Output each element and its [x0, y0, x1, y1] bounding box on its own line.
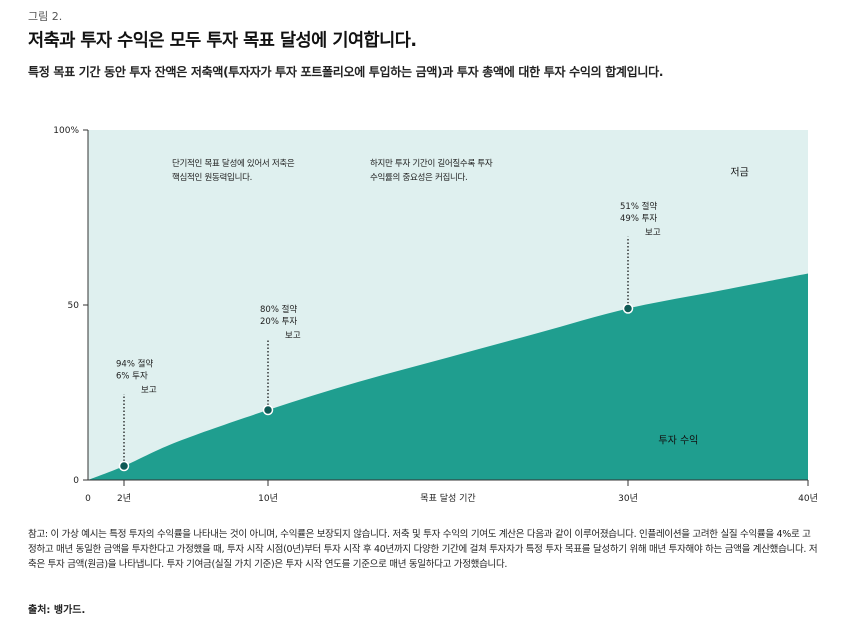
x-origin-label: 0: [85, 494, 91, 504]
data-label-savings: 51% 절약: [620, 201, 657, 212]
data-label-extra: 보고: [285, 331, 301, 341]
data-point: [262, 404, 274, 416]
data-label-returns: 6% 투자: [116, 371, 148, 381]
x-tick-label: 10년: [258, 493, 278, 504]
data-point: [622, 303, 634, 314]
data-label-returns: 20% 투자: [260, 317, 297, 327]
page-subtitle: 특정 목표 기간 동안 투자 잔액은 저축액(투자자가 투자 포트폴리오에 투입…: [28, 65, 664, 79]
y-tick-label: 0: [73, 476, 79, 486]
series-label-returns: 투자 수익: [658, 434, 698, 446]
data-label-extra: 보고: [141, 385, 157, 395]
source-note: 출처: 뱅가드.: [28, 605, 86, 616]
figure-label: 그림 2.: [28, 10, 63, 23]
x-tick-label: 2년: [117, 493, 131, 504]
x-tick-label: 30년: [618, 493, 638, 504]
x-tick-label: 40년: [798, 493, 818, 504]
x-axis-label: 목표 달성 기간: [420, 492, 475, 504]
data-label-returns: 49% 투자: [620, 214, 657, 224]
series-label-savings: 저금: [730, 167, 748, 179]
data-point: [118, 460, 130, 472]
page-title: 저축과 투자 수익은 모두 투자 목표 달성에 기여합니다.: [28, 31, 417, 51]
returns-area: [88, 273, 808, 480]
data-label-savings: 80% 절약: [260, 304, 297, 315]
annotation-right: 하지만 투자 기간이 길어질수록 투자 수익률의 중요성은 커집니다.: [370, 159, 493, 183]
data-label-extra: 보고: [645, 228, 661, 238]
y-tick-label: 50: [68, 301, 80, 311]
annotation-left: 단기적인 목표 달성에 있어서 저축은 핵심적인 원동력입니다.: [172, 159, 295, 183]
footnote: 참고: 이 가상 예시는 특정 투자의 수익률을 나타내는 것이 아니며, 수익…: [28, 529, 818, 570]
y-tick-label: 100%: [53, 126, 79, 136]
data-label-savings: 94% 절약: [116, 358, 153, 369]
